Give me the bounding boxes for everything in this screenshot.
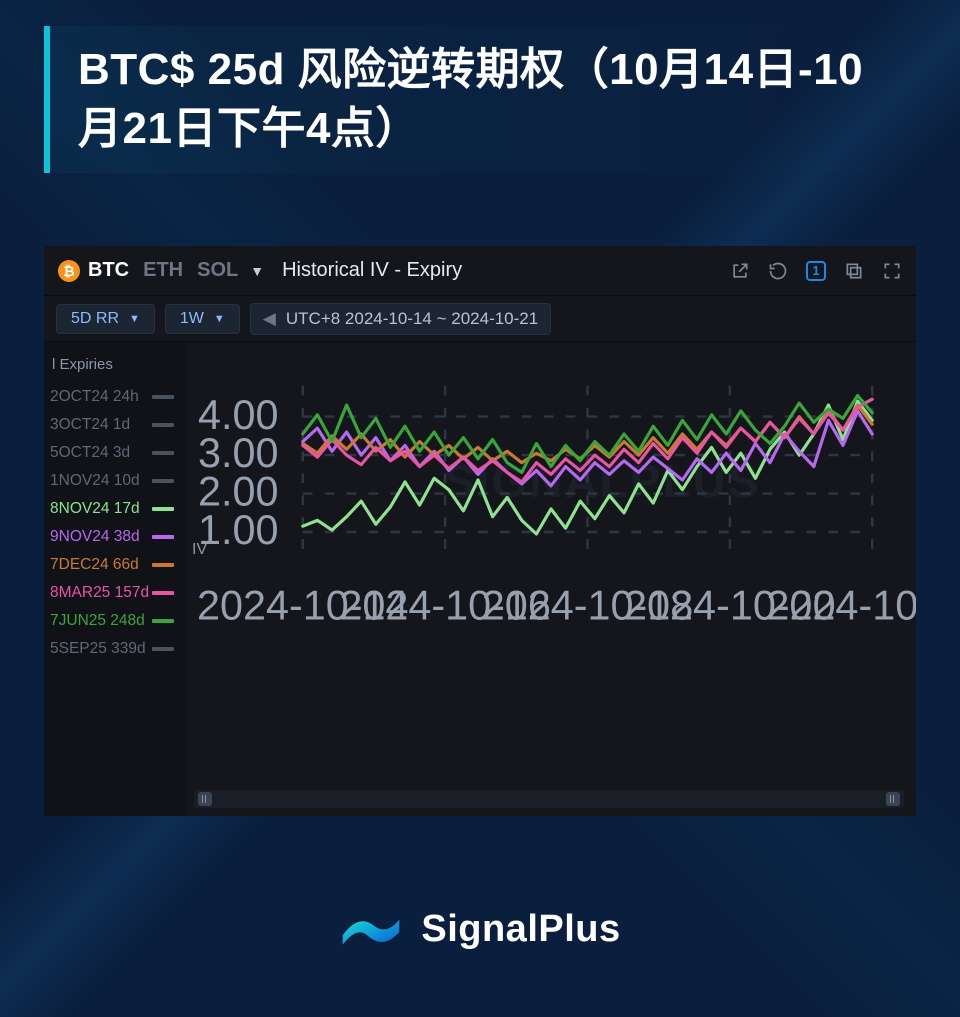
panel-toolbar-filters: 5D RR ▼ 1W ▼ ◀ UTC+8 2024-10-14 ~ 2024-1…: [44, 296, 916, 342]
fullscreen-icon[interactable]: [882, 261, 902, 281]
legend-item-label: 8NOV24 17d: [50, 500, 140, 518]
legend-item[interactable]: 8NOV24 17d: [46, 495, 182, 523]
btc-icon: ₿: [58, 260, 80, 282]
legend-item[interactable]: 2OCT24 24h: [46, 383, 182, 411]
legend-swatch: [152, 647, 174, 651]
footer-logo: SignalPlus: [0, 907, 960, 951]
legend-item-label: 2OCT24 24h: [50, 388, 139, 406]
chevron-down-icon: ▼: [129, 313, 140, 325]
legend-item-label: 8MAR25 157d: [50, 584, 149, 602]
panel-body: l Expiries 2OCT24 24h 3OCT24 1d 5OCT24 3d 1…: [44, 342, 916, 816]
period-selector-label: 1W: [180, 310, 204, 328]
panel-title: Historical IV - Expiry: [282, 259, 462, 282]
chevron-left-icon[interactable]: ◀: [263, 309, 276, 329]
panel-action-icons: 1: [730, 261, 902, 281]
legend-item[interactable]: 3OCT24 1d: [46, 411, 182, 439]
refresh-icon[interactable]: [768, 261, 788, 281]
legend-swatch: [152, 619, 174, 623]
legend-swatch: [152, 591, 174, 595]
logo-icon: [339, 907, 403, 951]
scrollbar-handle-left[interactable]: [198, 792, 212, 806]
chart-svg: 1.002.003.004.002024-10-142024-10-162024…: [186, 342, 916, 707]
period-selector[interactable]: 1W ▼: [165, 304, 240, 334]
svg-text:2024-10-22: 2024-10-22: [766, 582, 916, 628]
legend-header: l Expiries: [46, 352, 182, 383]
legend-swatch: [152, 451, 174, 455]
copy-icon[interactable]: [844, 261, 864, 281]
legend-item-label: 3OCT24 1d: [50, 416, 130, 434]
metric-selector[interactable]: 5D RR ▼: [56, 304, 155, 334]
chart-panel: ₿ BTC ETH SOL ▼ Historical IV - Expiry 1…: [44, 246, 916, 816]
legend: l Expiries 2OCT24 24h 3OCT24 1d 5OCT24 3d 1…: [44, 342, 186, 816]
legend-swatch: [152, 423, 174, 427]
legend-item[interactable]: 7DEC24 66d: [46, 551, 182, 579]
title-block: BTC$ 25d 风险逆转期权（10月14日-10月21日下午4点）: [44, 26, 916, 173]
legend-swatch: [152, 563, 174, 567]
chart-scrollbar[interactable]: [194, 790, 904, 808]
one-icon[interactable]: 1: [806, 261, 826, 281]
svg-text:4.00: 4.00: [198, 392, 279, 438]
legend-item-label: 5OCT24 3d: [50, 444, 130, 462]
legend-item[interactable]: 7JUN25 248d: [46, 607, 182, 635]
legend-item-label: 9NOV24 38d: [50, 528, 140, 546]
legend-item[interactable]: 8MAR25 157d: [46, 579, 182, 607]
legend-item-label: 5SEP25 339d: [50, 640, 146, 658]
legend-item-label: 7JUN25 248d: [50, 612, 145, 630]
legend-swatch: [152, 395, 174, 399]
symbol-more-icon[interactable]: ▼: [250, 263, 264, 279]
page-title: BTC$ 25d 风险逆转期权（10月14日-10月21日下午4点）: [78, 40, 894, 159]
legend-item[interactable]: 5SEP25 339d: [46, 635, 182, 663]
legend-item[interactable]: 9NOV24 38d: [46, 523, 182, 551]
legend-item-label: 1NOV24 10d: [50, 472, 140, 490]
legend-swatch: [152, 507, 174, 511]
symbol-tab-btc[interactable]: BTC: [88, 259, 129, 282]
date-range-selector[interactable]: ◀ UTC+8 2024-10-14 ~ 2024-10-21: [250, 303, 551, 335]
legend-item[interactable]: 5OCT24 3d: [46, 439, 182, 467]
legend-swatch: [152, 535, 174, 539]
legend-item-label: 7DEC24 66d: [50, 556, 139, 574]
chart-area: SIGNALPLUS IV 1.002.003.004.002024-10-14…: [186, 342, 916, 816]
share-icon[interactable]: [730, 261, 750, 281]
symbol-tab-sol[interactable]: SOL: [197, 259, 238, 282]
symbol-tab-eth[interactable]: ETH: [143, 259, 183, 282]
scrollbar-handle-right[interactable]: [886, 792, 900, 806]
legend-swatch: [152, 479, 174, 483]
chevron-down-icon: ▼: [214, 313, 225, 325]
panel-toolbar-top: ₿ BTC ETH SOL ▼ Historical IV - Expiry 1: [44, 246, 916, 296]
logo-text: SignalPlus: [421, 908, 620, 951]
metric-selector-label: 5D RR: [71, 310, 119, 328]
legend-item[interactable]: 1NOV24 10d: [46, 467, 182, 495]
date-range-label: UTC+8 2024-10-14 ~ 2024-10-21: [286, 309, 538, 329]
